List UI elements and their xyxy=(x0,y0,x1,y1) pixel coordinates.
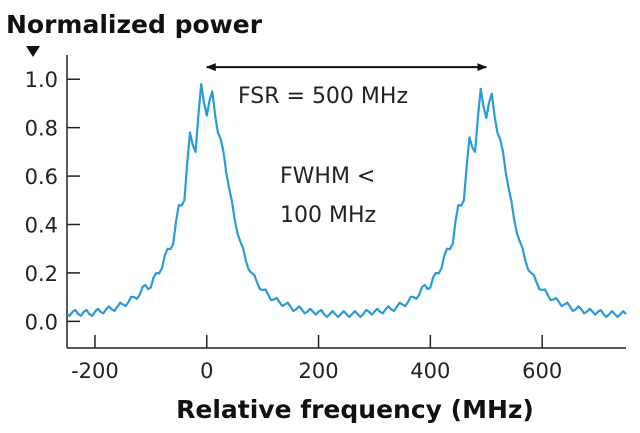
y-tick-label: 0.4 xyxy=(25,214,58,238)
y-tick-label: 0.2 xyxy=(25,262,58,286)
y-tick-label: 1.0 xyxy=(25,68,58,92)
fwhm-label-line2: 100 MHz xyxy=(280,203,376,228)
x-tick-label: 0 xyxy=(200,359,213,383)
fwhm-label-line1: FWHM < xyxy=(280,164,375,189)
x-tick-label: 400 xyxy=(410,359,450,383)
y-axis-pointer-icon xyxy=(26,46,40,57)
y-axis-label: Normalized power xyxy=(6,10,263,39)
y-tick-label: 0.0 xyxy=(25,310,58,334)
series-line xyxy=(66,82,627,319)
y-tick-label: 0.6 xyxy=(25,165,58,189)
x-tick-label: 200 xyxy=(299,359,339,383)
x-tick-label: -200 xyxy=(71,359,119,383)
y-tick-label: 0.8 xyxy=(25,117,58,141)
axes: 0.0 0.2 0.4 0.6 0.8 1.0 -200 0 200 400 600 xyxy=(25,55,626,383)
x-axis-label: Relative frequency (MHz) xyxy=(176,395,534,424)
fsr-label: FSR = 500 MHz xyxy=(238,84,408,109)
x-tick-label: 600 xyxy=(522,359,562,383)
